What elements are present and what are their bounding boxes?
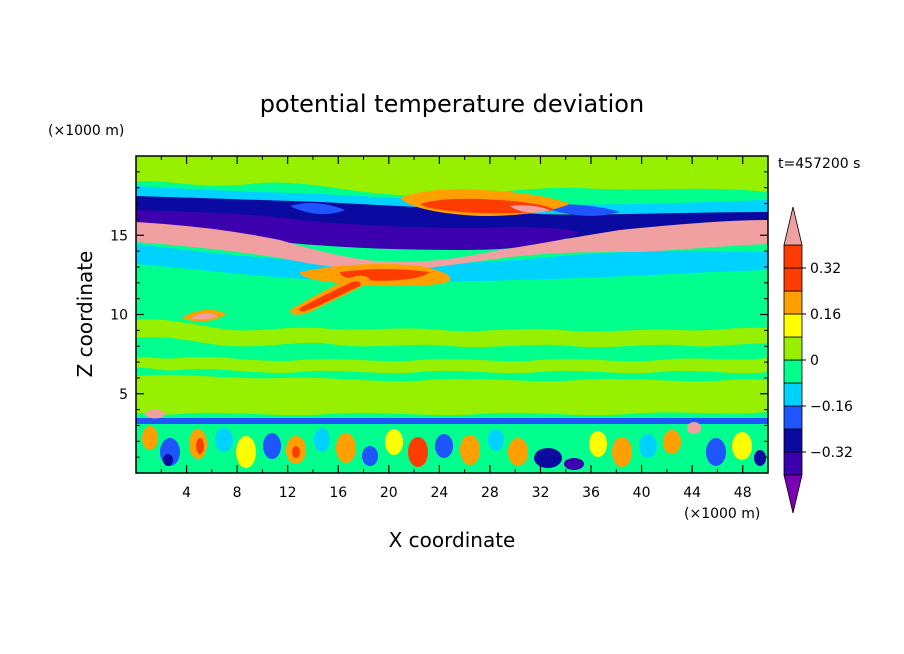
bl-cell-cool	[263, 433, 281, 459]
colorbar-top-arrow	[783, 206, 803, 246]
bl-cell-cool	[639, 434, 657, 458]
colorbar-band	[783, 359, 803, 384]
bl-cell-dark	[754, 450, 766, 466]
bl-cell-warm	[612, 437, 632, 467]
bl-cell-cool	[314, 428, 330, 452]
x-tick-label: 44	[683, 485, 701, 501]
field-cyan-lower	[136, 244, 768, 282]
field-blue-accent	[290, 203, 345, 215]
colorbar-band	[783, 313, 803, 338]
bl-cell-cool	[215, 428, 233, 452]
colorbar: 0.32 0.16 0 −0.16 −0.32	[783, 206, 853, 514]
x-unit-label: (×1000 m)	[684, 506, 760, 522]
x-tick-label: 8	[233, 485, 242, 501]
colorbar-tick-label: −0.32	[810, 445, 853, 461]
y-tick-label: 10	[110, 308, 128, 324]
y-axis: 5 10 15	[110, 171, 768, 458]
colorbar-tick-label: 0.16	[810, 307, 841, 323]
contour-field	[136, 156, 768, 473]
colorbar-tick-label: 0	[810, 353, 819, 369]
bl-cell-dark	[163, 454, 173, 466]
y-tick-label: 5	[119, 387, 128, 403]
field-boundary-cells	[142, 422, 766, 470]
bl-cell-warm	[385, 429, 403, 455]
bl-cell-dark	[362, 446, 378, 466]
bl-cell-warm	[663, 430, 681, 454]
colorbar-band	[783, 336, 803, 361]
y-unit-label: (×1000 m)	[48, 123, 124, 139]
field-pink-tongue	[136, 220, 768, 271]
x-tick-label: 48	[734, 485, 752, 501]
chart-title: potential temperature deviation	[260, 90, 644, 118]
bl-cell-warm	[732, 432, 752, 460]
field-bl-blue	[136, 418, 768, 424]
bl-cell-hot	[408, 437, 428, 467]
field-pink-upper	[510, 205, 550, 213]
y-tick-label: 15	[110, 228, 128, 244]
colorbar-tick-label: 0.32	[810, 261, 841, 277]
x-tick-label: 36	[582, 485, 600, 501]
bl-cell-dark	[534, 448, 562, 468]
bl-cell-warm	[142, 426, 158, 450]
x-axis-label: X coordinate	[389, 528, 516, 552]
colorbar-band	[783, 244, 803, 269]
field-purple-core	[136, 210, 580, 250]
bl-cell-cool	[706, 438, 726, 466]
bl-cell-warm	[336, 433, 356, 463]
x-tick-label: 4	[182, 485, 191, 501]
bl-cell-warm	[589, 431, 607, 457]
bl-cell-cool	[435, 434, 453, 458]
x-tick-label: 16	[329, 485, 347, 501]
colorbar-band	[783, 451, 803, 476]
x-tick-label: 12	[279, 485, 297, 501]
x-axis: 4 8 12 16 20 24 28 32 36 40 44 48	[160, 156, 752, 501]
colorbar-band	[783, 267, 803, 292]
field-warm-patch-core	[190, 313, 218, 320]
colorbar-bottom-arrow	[783, 474, 803, 514]
bl-cell-dark	[564, 458, 584, 470]
field-mid-neutral	[136, 337, 768, 362]
colorbar-band	[783, 382, 803, 407]
colorbar-band	[783, 428, 803, 453]
field-upper-positive	[136, 156, 768, 197]
field-warm-filament-core	[299, 281, 361, 312]
x-tick-label: 32	[532, 485, 550, 501]
x-tick-label: 20	[380, 485, 398, 501]
time-label: t=457200 s	[778, 156, 860, 172]
bl-cell-hot	[687, 422, 701, 434]
x-tick-label: 40	[633, 485, 651, 501]
field-lower-positive	[136, 374, 768, 416]
x-tick-label: 28	[481, 485, 499, 501]
bl-cell-hot	[292, 446, 300, 458]
colorbar-tick-label: −0.16	[810, 399, 853, 415]
field-bl-top-warm	[144, 409, 166, 419]
bl-cell-hot	[196, 438, 204, 454]
colorbar-band	[783, 405, 803, 430]
y-axis-label: Z coordinate	[73, 251, 97, 378]
bl-cell-warm	[460, 435, 480, 465]
bl-cell-cool	[488, 429, 504, 451]
bl-cell-warm	[508, 438, 528, 466]
bl-cell-warm	[236, 436, 256, 468]
x-tick-label: 24	[430, 485, 448, 501]
colorbar-band	[783, 290, 803, 315]
